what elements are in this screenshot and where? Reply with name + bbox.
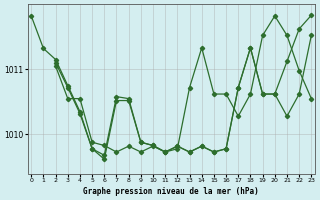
X-axis label: Graphe pression niveau de la mer (hPa): Graphe pression niveau de la mer (hPa) [84, 187, 259, 196]
